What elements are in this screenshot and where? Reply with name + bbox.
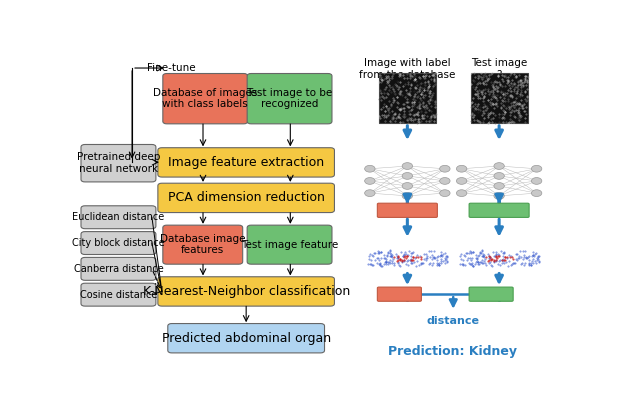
FancyBboxPatch shape [378,203,437,217]
Text: Image feature extraction: Image feature extraction [168,156,324,169]
Circle shape [365,178,375,184]
Circle shape [456,178,467,184]
FancyBboxPatch shape [81,257,156,280]
Text: City block distance: City block distance [72,238,165,248]
Circle shape [531,166,542,172]
Circle shape [494,163,504,169]
FancyBboxPatch shape [379,73,436,123]
Circle shape [456,166,467,172]
FancyBboxPatch shape [163,225,243,264]
Text: PCA dimension reduction: PCA dimension reduction [168,191,324,204]
FancyBboxPatch shape [163,73,248,124]
Circle shape [365,190,375,197]
Text: K-Nearest-Neighbor classification: K-Nearest-Neighbor classification [143,285,350,298]
FancyBboxPatch shape [470,73,527,123]
Circle shape [494,173,504,179]
Circle shape [494,183,504,189]
FancyBboxPatch shape [81,145,156,182]
Circle shape [440,190,450,197]
FancyBboxPatch shape [168,323,324,353]
Text: Pretrained deep
neural network: Pretrained deep neural network [77,153,160,174]
FancyBboxPatch shape [378,287,421,301]
Text: Database image
features: Database image features [160,234,246,256]
FancyBboxPatch shape [158,277,335,306]
Text: Database of images
with class labels: Database of images with class labels [153,88,257,109]
Text: distance: distance [426,316,479,326]
Text: Canberra distance: Canberra distance [74,264,163,274]
Circle shape [494,192,504,199]
Circle shape [402,163,413,169]
Circle shape [440,166,450,172]
FancyBboxPatch shape [81,283,156,306]
Text: Test image feature: Test image feature [241,240,338,250]
Text: Euclidean distance: Euclidean distance [72,212,164,222]
Circle shape [531,178,542,184]
Circle shape [531,190,542,197]
Circle shape [440,178,450,184]
Text: Image with label
from the database: Image with label from the database [359,58,456,80]
FancyBboxPatch shape [247,73,332,124]
FancyBboxPatch shape [469,203,529,217]
Text: Test image to be
recognized: Test image to be recognized [246,88,333,109]
Text: Test image
?: Test image ? [471,58,527,80]
Text: Fine-tune: Fine-tune [147,63,196,73]
FancyBboxPatch shape [81,206,156,229]
FancyBboxPatch shape [81,232,156,254]
FancyBboxPatch shape [158,183,335,212]
Text: Predicted abdominal organ: Predicted abdominal organ [161,332,331,345]
Text: Cosine distance: Cosine distance [80,290,157,300]
FancyBboxPatch shape [158,148,335,177]
Circle shape [456,190,467,197]
FancyBboxPatch shape [469,287,513,301]
Circle shape [365,166,375,172]
FancyBboxPatch shape [247,225,332,264]
Circle shape [402,173,413,179]
Circle shape [402,183,413,189]
Circle shape [402,192,413,199]
Text: Prediction: Kidney: Prediction: Kidney [388,345,518,358]
